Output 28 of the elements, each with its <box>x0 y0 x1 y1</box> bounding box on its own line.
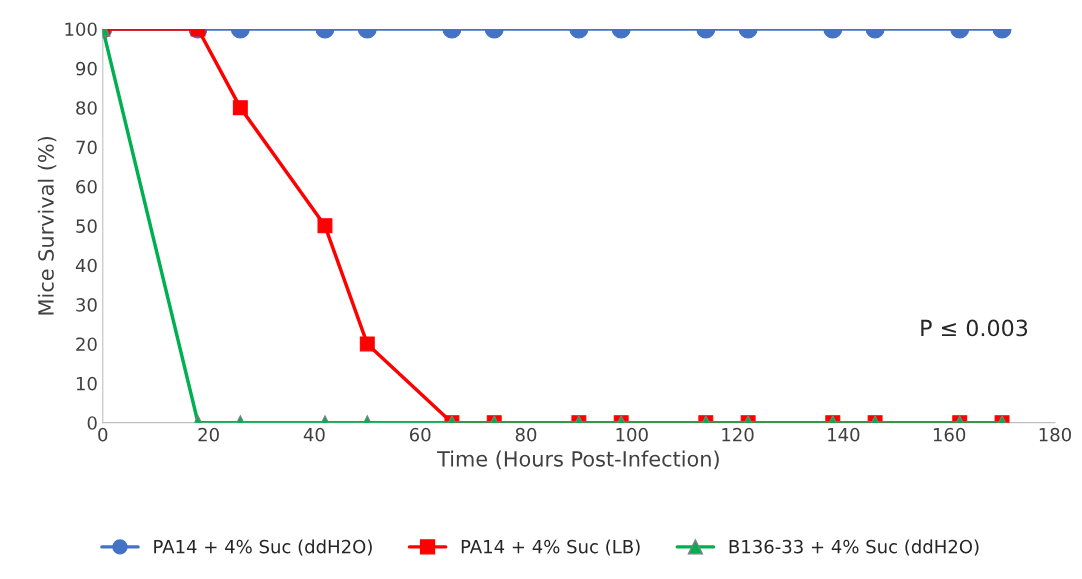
legend-label: B136-33 + 4% Suc (ddH2O) <box>729 539 979 556</box>
x-tick-label: 80 <box>515 427 537 442</box>
x-tick-label: 120 <box>722 427 754 442</box>
x-axis-title: Time (Hours Post-Infection) <box>437 450 719 470</box>
y-tick-label: 40 <box>75 258 97 273</box>
y-tick-label: 80 <box>76 101 97 115</box>
legend-label: PA14 + 4% Suc (LB) <box>461 539 640 556</box>
legend-label: PA14 + 4% Suc (ddH2O) <box>154 539 372 556</box>
x-tick-label: 140 <box>828 427 860 442</box>
x-tick-label: 60 <box>409 427 431 442</box>
y-tick-label: 30 <box>76 298 97 312</box>
y-tick-label: 10 <box>76 376 97 391</box>
y-tick-label: 60 <box>76 179 97 194</box>
x-tick-label: 0 <box>98 427 108 442</box>
annotation: P ≤ 0.003 <box>921 319 1028 337</box>
point <box>317 218 333 234</box>
x-tick-label: 160 <box>933 427 966 442</box>
x-tick-label: 180 <box>1039 427 1071 442</box>
y-tick-label: 50 <box>76 219 97 233</box>
y-axis-title: Mice Survival (%) <box>37 136 57 315</box>
y-tick-label: 70 <box>76 140 97 155</box>
x-tick-label: 20 <box>198 427 219 442</box>
y-tick-label: 20 <box>76 337 97 352</box>
x-tick-label: 40 <box>303 427 325 442</box>
y-tick-label: 90 <box>76 61 97 76</box>
y-tick-label: 0 <box>87 416 97 430</box>
x-tick-label: 100 <box>616 427 648 442</box>
y-tick-label: 100 <box>65 22 97 37</box>
